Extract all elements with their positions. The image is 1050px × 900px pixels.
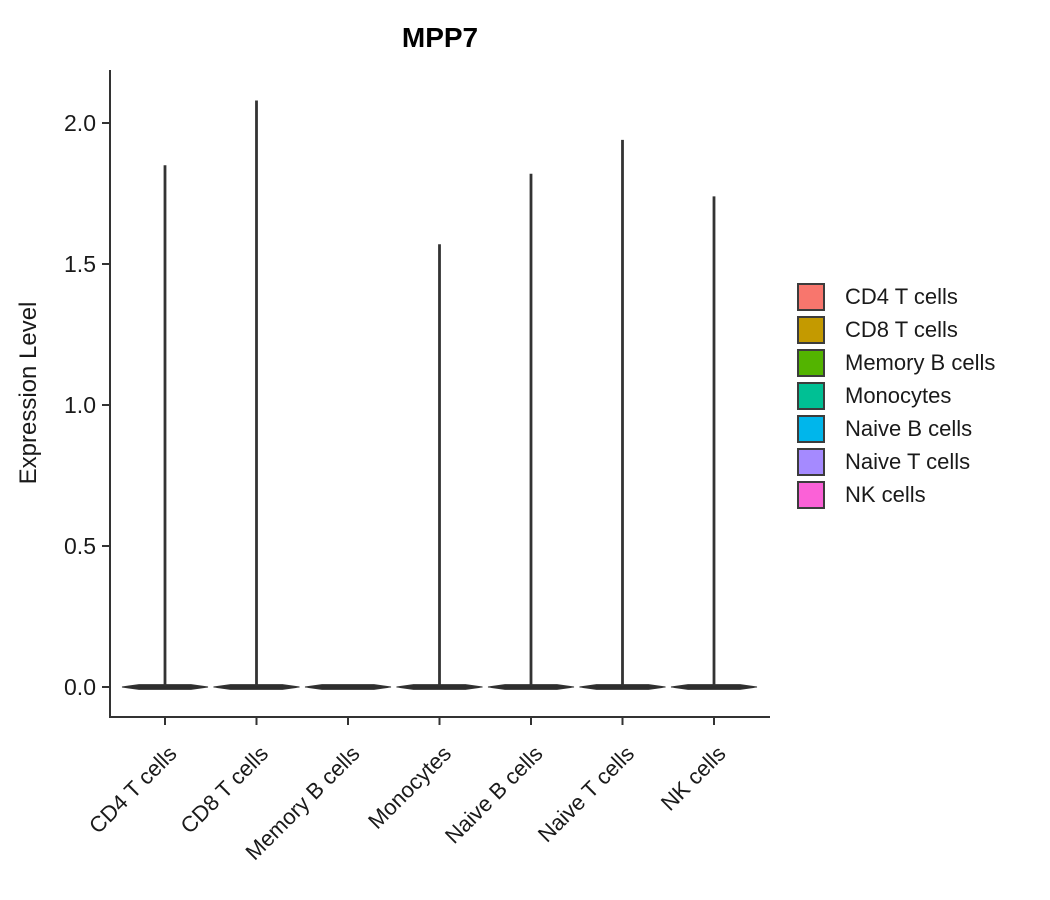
x-tick-label: Monocytes: [363, 741, 456, 834]
legend-key-swatch-icon: [797, 448, 825, 476]
y-tick-label: 0.5: [64, 533, 96, 559]
violin: [304, 684, 392, 690]
legend-row: CD4 T cells: [797, 283, 995, 311]
violin-base: [213, 684, 300, 690]
legend-row: Naive B cells: [797, 415, 995, 443]
violin: [121, 165, 209, 690]
legend-row: CD8 T cells: [797, 316, 995, 344]
x-tick-label: CD8 T cells: [176, 741, 274, 839]
y-tick-label: 0.0: [64, 674, 96, 700]
violin-base: [670, 684, 758, 690]
y-axis-ticks: 0.0 0.5 1.0 1.5 2.0: [64, 110, 110, 700]
x-tick-label: Naive T cells: [533, 741, 639, 847]
legend-label: CD8 T cells: [845, 317, 958, 342]
violins: [121, 100, 758, 690]
violin-base: [487, 684, 575, 690]
legend-row: Monocytes: [797, 382, 995, 410]
legend-label: Naive B cells: [845, 416, 973, 441]
x-tick-label: NK cells: [656, 741, 731, 816]
x-tick-label: Naive B cells: [440, 741, 548, 849]
violin: [670, 196, 758, 690]
legend-key-swatch-icon: [797, 349, 825, 377]
violin-base: [579, 684, 666, 690]
legend-label: NK cells: [845, 482, 926, 507]
y-axis-title: Expression Level: [15, 302, 42, 485]
legend-label: CD4 T cells: [845, 284, 958, 309]
x-tick-label: CD4 T cells: [84, 741, 182, 839]
violin: [396, 244, 483, 690]
violin-base: [304, 684, 392, 690]
chart-title: MPP7: [402, 22, 478, 53]
legend-row: NK cells: [797, 481, 995, 509]
legend: CD4 T cells CD8 T cells Memory B cells Mono…: [797, 283, 995, 514]
legend-key-swatch-icon: [797, 415, 825, 443]
legend-row: Naive T cells: [797, 448, 995, 476]
y-tick-label: 1.0: [64, 392, 96, 418]
legend-label: Monocytes: [845, 383, 952, 408]
legend-label: Naive T cells: [845, 449, 971, 474]
legend-row: Memory B cells: [797, 349, 995, 377]
violin: [579, 139, 666, 690]
violin-base: [121, 684, 209, 690]
violin: [487, 173, 575, 690]
y-tick-label: 2.0: [64, 110, 96, 136]
violin-base: [396, 684, 483, 690]
legend-key-swatch-icon: [797, 316, 825, 344]
y-tick-label: 1.5: [64, 251, 96, 277]
legend-key-swatch-icon: [797, 481, 825, 509]
legend-label: Memory B cells: [845, 350, 996, 375]
legend-key-swatch-icon: [797, 382, 825, 410]
violin: [213, 100, 300, 690]
legend-key-swatch-icon: [797, 283, 825, 311]
